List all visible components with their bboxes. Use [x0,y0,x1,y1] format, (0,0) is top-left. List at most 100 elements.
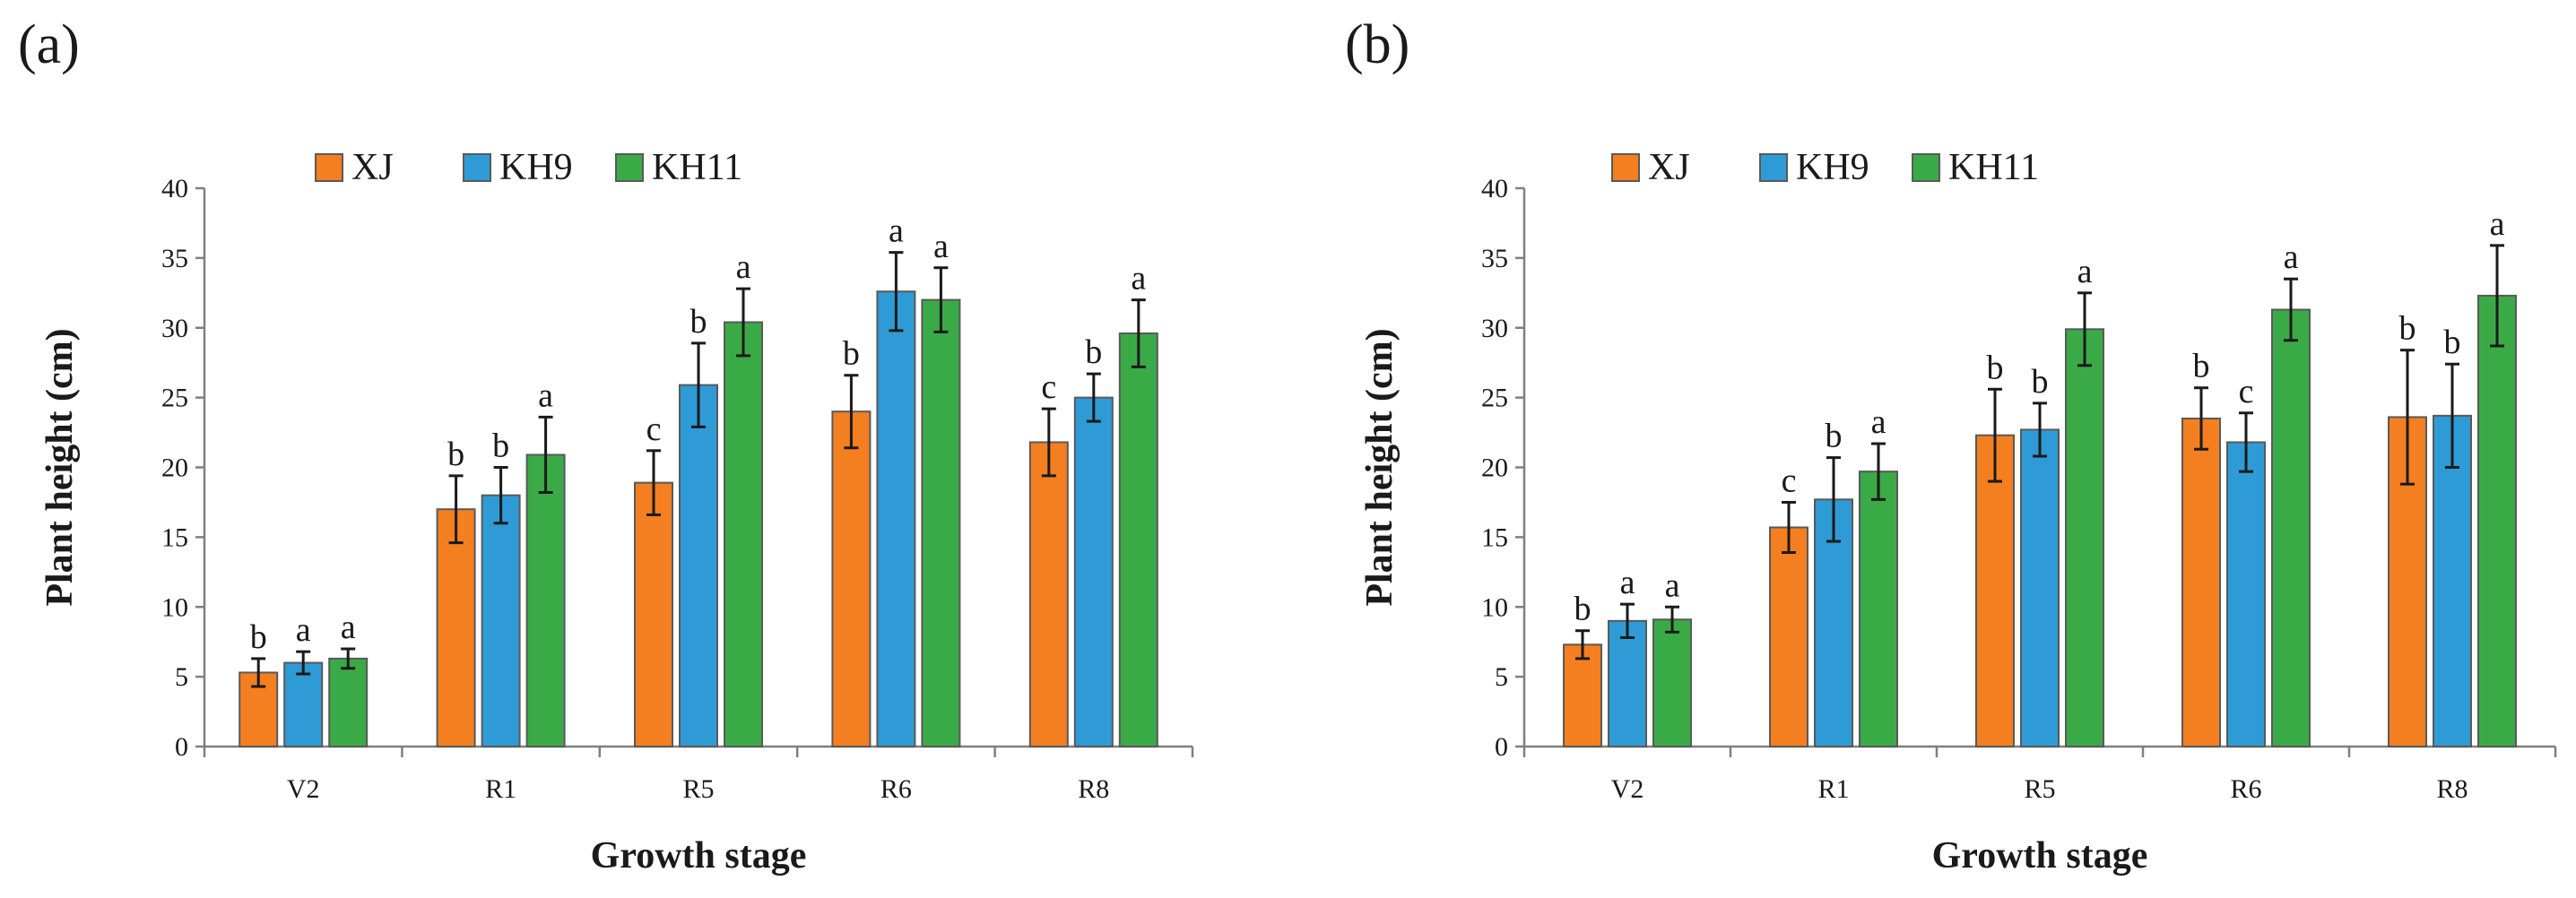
sig-letter-1-XJ-V2: b [1574,591,1592,628]
bar-0-KH11-R5 [724,321,763,747]
y-tick-label-1-5: 25 [1481,384,1508,413]
legend-swatch-0-XJ [315,153,343,182]
y-tick-label-0-8: 40 [161,174,188,203]
x-tick-label-0-3: R6 [880,774,912,804]
bar-1-KH11-V2 [1652,618,1692,748]
y-tick-label-1-2: 10 [1481,592,1508,622]
bar-0-XJ-R5 [634,481,673,747]
y-tick-label-0-3: 15 [161,522,188,552]
y-tick-label-0-2: 10 [161,592,188,622]
sig-letter-1-KH11-R8: a [2490,205,2505,243]
bar-1-XJ-R1 [1769,526,1808,747]
legend-label-1-KH11: KH11 [1948,147,2039,188]
y-tick-label-1-8: 40 [1481,174,1508,203]
y-tick-label-0-5: 25 [161,384,188,413]
sig-letter-0-KH11-R6: a [933,228,949,265]
bar-0-KH9-V2 [283,661,324,747]
legend-label-1-XJ: XJ [1648,147,1690,188]
bar-0-KH11-R6 [921,298,961,747]
sig-letter-0-KH11-R1: a [538,376,553,414]
y-tick-label-1-1: 5 [1495,662,1508,692]
bar-1-KH9-V2 [1608,619,1647,748]
x-tick-label-1-2: R5 [2024,774,2055,804]
bar-1-XJ-R6 [2181,417,2221,747]
sig-letter-1-KH9-R8: b [2444,324,2461,361]
bar-1-KH11-R5 [2065,328,2104,747]
sig-letter-1-KH11-R6: a [2284,238,2299,276]
y-tick-label-0-6: 30 [161,314,188,343]
sig-letter-1-KH11-V2: a [1665,566,1680,604]
panel-label-1: (b) [1345,14,1409,75]
sig-letter-0-XJ-R1: b [447,436,464,473]
sig-letter-0-XJ-V2: b [250,618,267,656]
bar-1-KH9-R5 [2020,428,2060,747]
sig-letter-0-KH9-R8: b [1085,333,1102,371]
bar-1-XJ-V2 [1563,643,1602,747]
x-axis-title-0: Growth stage [591,835,807,876]
bar-0-XJ-R8 [1028,441,1069,747]
legend-label-0-KH11: KH11 [652,147,742,188]
bar-1-XJ-R5 [1975,434,2015,747]
bar-0-KH9-R8 [1073,396,1114,747]
sig-letter-1-XJ-R5: b [1987,349,2004,386]
legend-swatch-1-KH11 [1912,153,1940,182]
y-tick-label-1-3: 15 [1481,522,1508,552]
sig-letter-0-XJ-R6: b [843,335,860,373]
sig-letter-1-KH11-R5: a [2077,253,2093,290]
x-tick-label-1-0: V2 [1611,774,1644,804]
x-tick-label-1-1: R1 [1817,774,1849,804]
y-axis-title-0: Plant height (cm) [39,328,81,606]
sig-letter-0-KH9-R5: b [690,303,707,341]
y-tick-label-0-7: 35 [161,244,188,273]
sig-letter-1-KH11-R1: a [1871,403,1886,441]
sig-letter-0-KH9-R6: a [889,212,904,250]
bar-0-KH11-R1 [525,453,566,747]
y-tick-label-1-6: 30 [1481,314,1508,343]
sig-letter-1-KH9-R5: b [2032,363,2049,401]
sig-letter-0-KH11-R8: a [1131,260,1146,298]
y-tick-label-1-0: 0 [1495,732,1508,762]
panel-label-0: (a) [18,14,80,75]
bar-0-KH9-R5 [679,384,718,747]
legend-swatch-0-KH9 [463,153,491,182]
bar-1-KH11-R8 [2477,294,2517,747]
legend-swatch-1-XJ [1611,153,1640,182]
bar-0-KH11-R8 [1118,332,1158,747]
sig-letter-1-KH9-R1: b [1826,418,1843,455]
sig-letter-0-KH11-V2: a [341,609,356,646]
sig-letter-0-KH9-R1: b [492,427,509,465]
sig-letter-1-XJ-R1: c [1782,462,1797,499]
x-tick-label-0-2: R5 [682,774,714,804]
sig-letter-0-KH9-V2: a [296,611,311,649]
bar-0-XJ-R1 [436,508,476,747]
bar-0-KH9-R1 [481,494,521,748]
y-tick-label-1-4: 20 [1481,453,1508,483]
bar-0-KH9-R6 [876,290,916,747]
y-axis-title-1: Plant height (cm) [1359,328,1401,606]
legend-swatch-1-KH9 [1759,153,1788,182]
x-tick-label-1-3: R6 [2230,774,2261,804]
sig-letter-0-XJ-R8: c [1041,368,1056,406]
sig-letter-1-XJ-R8: b [2399,310,2416,348]
y-tick-label-1-7: 35 [1481,244,1508,273]
sig-letter-1-XJ-R6: b [2193,348,2210,385]
legend-swatch-0-KH11 [615,153,644,182]
legend-label-0-XJ: XJ [351,147,394,188]
y-tick-label-0-1: 5 [175,662,188,692]
bar-1-KH11-R1 [1859,471,1898,747]
y-tick-label-0-4: 20 [161,453,188,483]
legend-label-0-KH9: KH9 [499,147,573,188]
x-tick-label-0-1: R1 [485,774,516,804]
bar-1-KH11-R6 [2271,308,2311,747]
sig-letter-0-KH11-R5: a [736,248,751,286]
sig-letter-0-XJ-R5: c [646,410,662,448]
bar-1-KH9-R6 [2226,441,2266,747]
x-tick-label-1-4: R8 [2436,774,2468,804]
sig-letter-1-KH9-V2: a [1620,564,1635,601]
bar-0-KH11-V2 [328,657,369,747]
x-tick-label-0-0: V2 [287,774,320,804]
legend-label-1-KH9: KH9 [1796,147,1869,188]
x-tick-label-0-4: R8 [1078,774,1109,804]
